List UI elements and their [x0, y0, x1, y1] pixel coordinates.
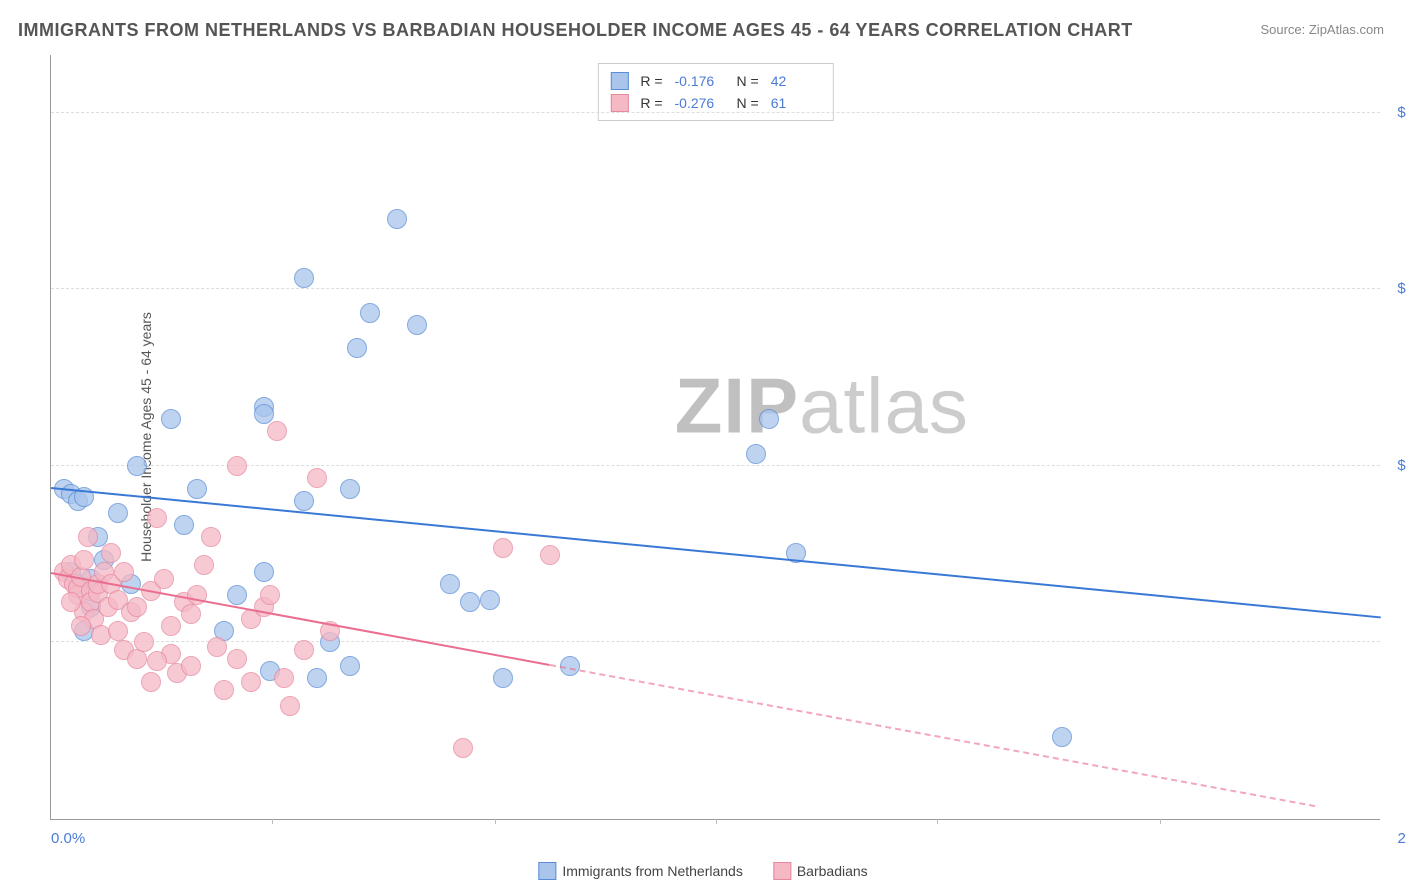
legend-swatch — [610, 72, 628, 90]
scatter-point — [214, 680, 234, 700]
scatter-point — [78, 527, 98, 547]
legend-swatch — [773, 862, 791, 880]
scatter-point — [746, 444, 766, 464]
scatter-point — [141, 672, 161, 692]
x-tick-mark — [716, 819, 717, 824]
scatter-point — [294, 268, 314, 288]
scatter-point — [407, 315, 427, 335]
r-value: -0.176 — [675, 73, 725, 89]
scatter-point — [147, 508, 167, 528]
scatter-point — [61, 592, 81, 612]
legend-item: Barbadians — [773, 862, 868, 880]
trend-line — [550, 664, 1315, 807]
scatter-point — [387, 209, 407, 229]
scatter-point — [108, 621, 128, 641]
scatter-point — [174, 515, 194, 535]
scatter-point — [254, 562, 274, 582]
scatter-point — [480, 590, 500, 610]
x-tick-mark — [495, 819, 496, 824]
scatter-point — [254, 404, 274, 424]
scatter-point — [181, 656, 201, 676]
x-axis-max-label: 20.0% — [1397, 830, 1406, 847]
scatter-point — [101, 543, 121, 563]
correlation-legend-row: R = -0.176 N = 42 — [610, 70, 820, 92]
scatter-point — [493, 668, 513, 688]
scatter-point — [759, 409, 779, 429]
gridline-horizontal — [51, 465, 1380, 466]
scatter-point — [201, 527, 221, 547]
scatter-point — [274, 668, 294, 688]
scatter-point — [493, 538, 513, 558]
scatter-point — [114, 562, 134, 582]
scatter-point — [147, 651, 167, 671]
x-tick-mark — [1160, 819, 1161, 824]
chart-plot-area: Householder Income Ages 45 - 64 years ZI… — [50, 55, 1380, 820]
n-value: 42 — [771, 73, 821, 89]
series-legend: Immigrants from Netherlands Barbadians — [538, 862, 867, 880]
scatter-point — [340, 479, 360, 499]
scatter-point — [280, 696, 300, 716]
n-label: N = — [737, 95, 759, 111]
source-attribution: Source: ZipAtlas.com — [1260, 22, 1384, 37]
scatter-point — [187, 479, 207, 499]
scatter-point — [307, 668, 327, 688]
x-tick-mark — [937, 819, 938, 824]
scatter-point — [460, 592, 480, 612]
scatter-point — [260, 585, 280, 605]
n-label: N = — [737, 73, 759, 89]
n-value: 61 — [771, 95, 821, 111]
legend-swatch — [610, 94, 628, 112]
r-label: R = — [640, 73, 662, 89]
scatter-point — [108, 503, 128, 523]
scatter-point — [453, 738, 473, 758]
scatter-point — [360, 303, 380, 323]
gridline-horizontal — [51, 112, 1380, 113]
scatter-point — [540, 545, 560, 565]
legend-label: Barbadians — [797, 863, 868, 879]
scatter-point — [307, 468, 327, 488]
trend-line — [51, 487, 1381, 618]
y-tick-label: $300,000 — [1388, 104, 1406, 121]
scatter-point — [127, 597, 147, 617]
scatter-point — [134, 632, 154, 652]
gridline-horizontal — [51, 288, 1380, 289]
scatter-point — [267, 421, 287, 441]
scatter-point — [161, 616, 181, 636]
legend-label: Immigrants from Netherlands — [562, 863, 743, 879]
legend-item: Immigrants from Netherlands — [538, 862, 743, 880]
scatter-point — [227, 649, 247, 669]
scatter-point — [161, 409, 181, 429]
watermark: ZIPatlas — [675, 361, 969, 452]
scatter-point — [294, 491, 314, 511]
correlation-legend-row: R = -0.276 N = 61 — [610, 92, 820, 114]
scatter-point — [207, 637, 227, 657]
scatter-point — [127, 456, 147, 476]
y-tick-label: $150,000 — [1388, 457, 1406, 474]
scatter-point — [294, 640, 314, 660]
scatter-point — [71, 616, 91, 636]
r-label: R = — [640, 95, 662, 111]
scatter-point — [440, 574, 460, 594]
x-tick-mark — [272, 819, 273, 824]
y-tick-label: $75,000 — [1388, 633, 1406, 650]
scatter-point — [227, 585, 247, 605]
chart-title: IMMIGRANTS FROM NETHERLANDS VS BARBADIAN… — [18, 20, 1133, 41]
x-axis-min-label: 0.0% — [51, 830, 85, 847]
scatter-point — [340, 656, 360, 676]
scatter-point — [1052, 727, 1072, 747]
y-tick-label: $225,000 — [1388, 280, 1406, 297]
scatter-point — [347, 338, 367, 358]
scatter-point — [241, 672, 261, 692]
scatter-point — [154, 569, 174, 589]
scatter-point — [181, 604, 201, 624]
scatter-point — [194, 555, 214, 575]
r-value: -0.276 — [675, 95, 725, 111]
scatter-point — [74, 550, 94, 570]
scatter-point — [227, 456, 247, 476]
legend-swatch — [538, 862, 556, 880]
gridline-horizontal — [51, 641, 1380, 642]
